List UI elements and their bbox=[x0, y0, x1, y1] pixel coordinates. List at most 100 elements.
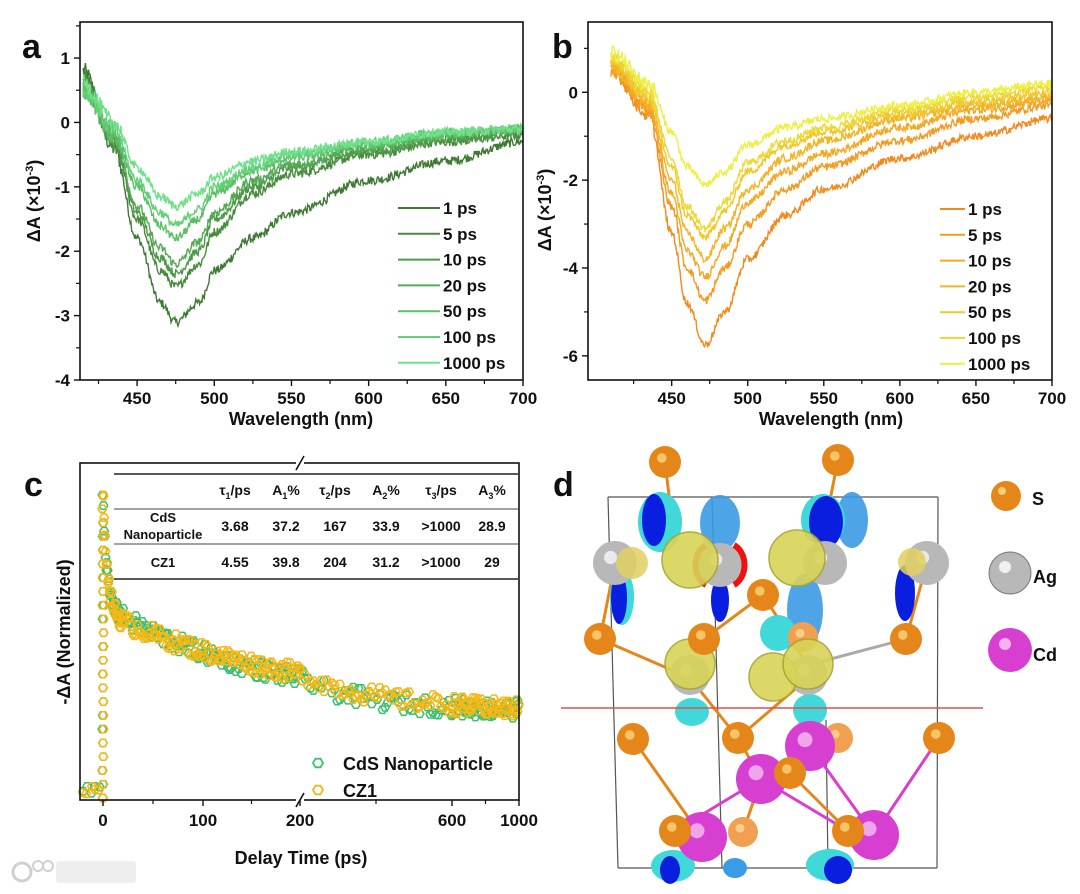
s-atom bbox=[649, 446, 681, 478]
x-tick-label: 600 bbox=[886, 389, 914, 408]
data-point bbox=[388, 695, 399, 705]
table-cell: >1000 bbox=[421, 554, 461, 570]
isosurface-lobe bbox=[723, 858, 747, 878]
data-point bbox=[97, 504, 108, 514]
data-point bbox=[497, 709, 508, 718]
isosurface-lobe bbox=[793, 694, 827, 726]
cd-atom-icon bbox=[988, 628, 1032, 672]
data-point bbox=[98, 628, 109, 638]
data-point bbox=[98, 752, 109, 762]
data-point bbox=[513, 701, 524, 710]
legend-label: 1 ps bbox=[443, 199, 477, 218]
legend-label: 50 ps bbox=[968, 303, 1011, 322]
atom-highlight bbox=[592, 630, 602, 640]
data-point bbox=[222, 646, 233, 655]
data-point bbox=[380, 703, 391, 712]
table-cell: 167 bbox=[323, 518, 347, 534]
isosurface-yellow bbox=[898, 548, 926, 576]
data-point bbox=[361, 690, 372, 700]
data-point bbox=[106, 587, 117, 597]
x-tick-label: 0 bbox=[98, 811, 107, 830]
legend-label: 5 ps bbox=[968, 226, 1002, 245]
s-atom bbox=[832, 815, 864, 847]
x-tick-label: 450 bbox=[123, 389, 151, 408]
x-tick-label: 650 bbox=[962, 389, 990, 408]
legend-label-cz1: CZ1 bbox=[343, 781, 377, 801]
data-point bbox=[274, 662, 285, 672]
isosurface-red bbox=[732, 542, 748, 588]
data-point bbox=[266, 657, 277, 667]
y-tick-label: 0 bbox=[569, 83, 578, 102]
atom-highlight bbox=[840, 822, 850, 832]
data-point bbox=[100, 547, 111, 556]
s-atom bbox=[722, 722, 754, 754]
s-atom bbox=[688, 623, 720, 655]
y-tick-label: -2 bbox=[55, 242, 70, 261]
isosurface-yellow bbox=[661, 531, 719, 589]
table-header: τ1/ps bbox=[219, 482, 251, 501]
cd-atom bbox=[736, 754, 786, 804]
data-point bbox=[334, 679, 345, 689]
table-cell: 4.55 bbox=[221, 554, 248, 570]
table-header: τ2/ps bbox=[319, 482, 351, 501]
plot-a: 1 ps 5 ps 10 ps 20 ps 50 ps 100 ps 1000 ps 450 5… bbox=[55, 21, 537, 408]
s-atom bbox=[890, 623, 922, 655]
highlight bbox=[998, 487, 1006, 495]
data-point bbox=[345, 685, 356, 694]
data-point bbox=[425, 701, 436, 710]
table-header: A3% bbox=[478, 482, 506, 501]
legend-label: 5 ps bbox=[443, 225, 477, 244]
s-atom bbox=[617, 723, 649, 755]
data-point bbox=[425, 709, 436, 719]
atom-highlight bbox=[604, 550, 618, 565]
b-xlabel: Wavelength (nm) bbox=[759, 409, 903, 429]
plot-frame bbox=[79, 21, 524, 381]
isosurface-lobe bbox=[660, 856, 680, 884]
data-point bbox=[393, 687, 404, 696]
isosurface-yellow bbox=[616, 547, 648, 579]
data-point bbox=[326, 678, 337, 688]
atom-highlight bbox=[755, 586, 765, 596]
data-point bbox=[198, 650, 209, 660]
b-ylabel: ΔA (×10-3) bbox=[535, 169, 555, 252]
x-tick-label: 650 bbox=[432, 389, 460, 408]
data-point bbox=[98, 614, 109, 624]
structure-legend: S Ag Cd bbox=[988, 481, 1057, 672]
series-line-100-ps bbox=[610, 51, 1052, 233]
y-tick-label: 1 bbox=[61, 49, 70, 68]
data-point bbox=[239, 662, 251, 672]
panel-label-c: c bbox=[24, 466, 43, 504]
y-tick-label: -6 bbox=[563, 347, 578, 366]
table-cell: 28.9 bbox=[478, 518, 505, 534]
x-tick-label: 100 bbox=[189, 811, 217, 830]
series-line-1-ps bbox=[610, 63, 1052, 349]
data-point bbox=[180, 636, 191, 646]
table-cell: 31.2 bbox=[372, 554, 399, 570]
data-point bbox=[451, 709, 462, 719]
data-point bbox=[465, 706, 476, 715]
data-point bbox=[97, 793, 109, 803]
s-atom-back bbox=[728, 817, 758, 847]
data-point bbox=[369, 691, 380, 701]
atom-highlight bbox=[689, 823, 705, 839]
data-point bbox=[103, 578, 114, 588]
plot-frame bbox=[587, 21, 1053, 381]
isosurface-lobe bbox=[895, 565, 915, 621]
data-point bbox=[188, 652, 199, 661]
data-point bbox=[289, 679, 300, 688]
table-header: τ3/ps bbox=[425, 482, 457, 501]
isosurface-lobe bbox=[760, 615, 796, 651]
data-point bbox=[308, 676, 319, 685]
data-point bbox=[201, 639, 212, 649]
axis-break-mark bbox=[295, 455, 305, 471]
legend-label: 100 ps bbox=[968, 329, 1021, 348]
data-point bbox=[97, 779, 108, 789]
series-line-10-ps bbox=[82, 74, 523, 279]
x-tick-label: 200 bbox=[286, 811, 314, 830]
data-point bbox=[479, 706, 490, 716]
data-point bbox=[353, 690, 364, 700]
s-atom bbox=[774, 757, 806, 789]
c-xlabel: Delay Time (ps) bbox=[235, 848, 368, 868]
isosurface-yellow bbox=[782, 638, 834, 690]
